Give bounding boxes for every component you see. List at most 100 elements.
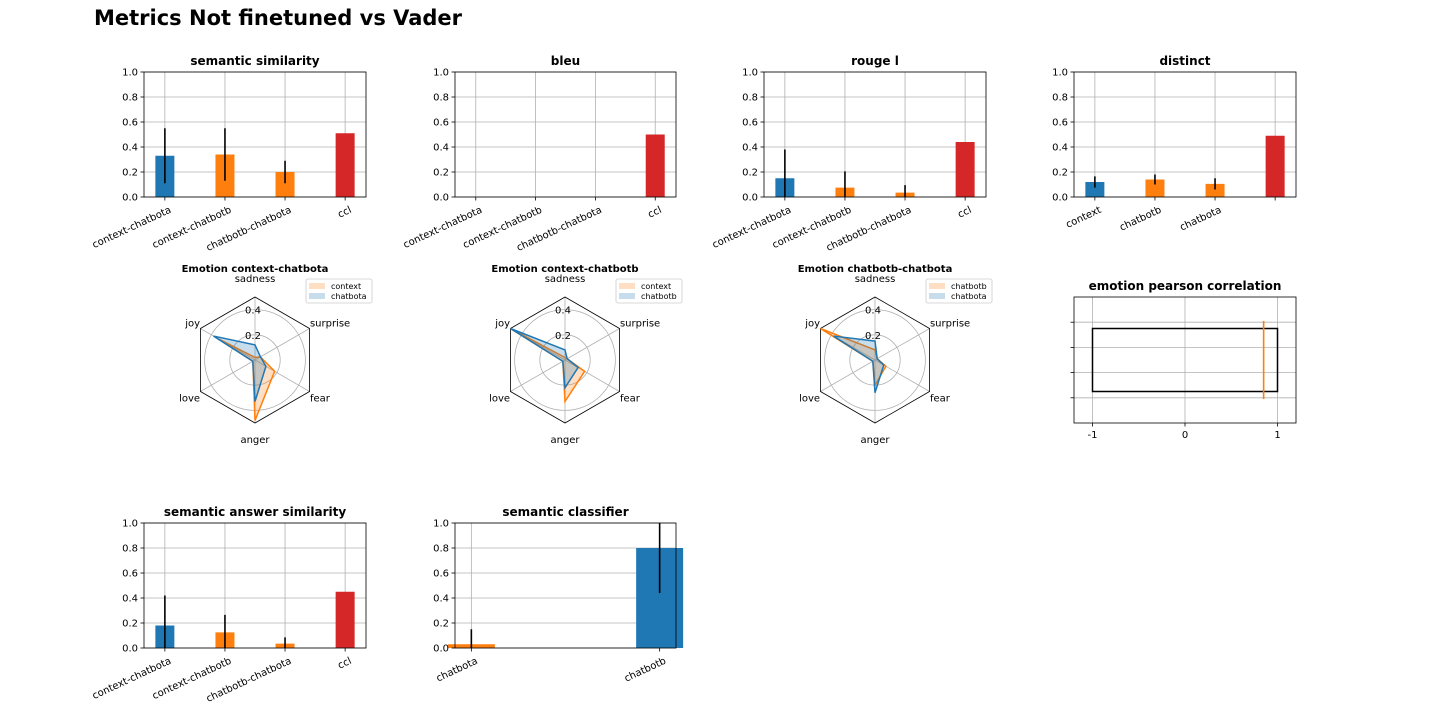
chart-emotion-pearson-correlation: -1 0 1 emotion pearson correlation xyxy=(1070,279,1297,441)
ytick-label: 1.0 xyxy=(122,519,138,530)
radar-axis-label: sadness xyxy=(235,274,276,285)
radar-line-chatbotb xyxy=(510,327,580,390)
legend-swatch xyxy=(309,293,325,299)
legend-swatch xyxy=(619,283,635,289)
axes-frame xyxy=(143,522,367,649)
legend-swatch xyxy=(309,283,325,289)
ytick-label: 0.0 xyxy=(433,644,449,655)
radar-area-chatbota xyxy=(833,336,884,393)
radar-area-context xyxy=(510,328,585,402)
ytick-label: 0.2 xyxy=(433,619,449,630)
radar-axis-label: fear xyxy=(620,394,641,405)
ytick-label: 0.4 xyxy=(1052,143,1068,154)
ytick-label: 0.6 xyxy=(433,118,449,129)
radar-rtick-label: 0.2 xyxy=(555,331,571,342)
axes-frame xyxy=(454,71,677,198)
ytick-label: 0.2 xyxy=(433,168,449,179)
radar-area-chatbota xyxy=(213,336,266,402)
ytick-label: 0.8 xyxy=(742,93,758,104)
chart-title: Emotion context-chatbotb xyxy=(491,264,638,275)
axes-frame xyxy=(1073,71,1297,198)
chart-semantic-similarity: 0.00.20.40.60.81.0context-chatbotacontex… xyxy=(91,54,367,254)
chart-title: distinct xyxy=(1159,54,1210,68)
axes-frame xyxy=(763,71,987,198)
radar-area-context xyxy=(218,339,275,421)
legend-label: chatbota xyxy=(331,292,367,301)
legend-frame xyxy=(305,278,373,304)
ytick-label: 0.0 xyxy=(433,193,449,204)
radar-area-chatbotb xyxy=(820,328,886,386)
ytick-label: 0.0 xyxy=(122,193,138,204)
ytick-label: 0.2 xyxy=(122,619,138,630)
xtick-label: ccl xyxy=(646,205,663,221)
chart-rouge-l: 0.00.20.40.60.81.0context-chatbotacontex… xyxy=(711,54,987,254)
bar xyxy=(1145,179,1165,197)
radar-spoke xyxy=(874,328,930,361)
radar-axis-label: sadness xyxy=(855,274,896,285)
chart-panels: 0.00.20.40.60.81.0context-chatbotacontex… xyxy=(91,54,1297,705)
legend-label: context xyxy=(331,282,361,291)
bar xyxy=(955,142,975,197)
legend-swatch xyxy=(929,293,945,299)
bar xyxy=(335,591,355,648)
ytick-label: 1.0 xyxy=(433,68,449,79)
legend-label: chatbota xyxy=(951,292,987,301)
ytick-label: 0.6 xyxy=(122,118,138,129)
bar xyxy=(645,134,665,197)
ytick-label: 0.0 xyxy=(742,193,758,204)
xtick-label: chatbota xyxy=(435,656,480,685)
chart-distinct: 0.0 0.2 0.4 0.6 0.8 1.0 context chatbotb chatbot… xyxy=(1052,54,1297,234)
radar-area-chatbotb xyxy=(510,328,579,388)
radar-axis-label: sadness xyxy=(545,274,586,285)
legend-frame xyxy=(615,278,683,304)
radar-spoke xyxy=(200,359,256,392)
radar-spoke xyxy=(564,328,620,361)
legend-frame xyxy=(925,278,993,304)
radar-line-chatbota xyxy=(833,335,885,393)
radar-rtick-label: 0.4 xyxy=(555,306,571,317)
radar-spoke xyxy=(820,359,876,392)
radar-axis-label: joy xyxy=(804,319,820,330)
ytick-label: 0.8 xyxy=(433,93,449,104)
ytick-label: 0.6 xyxy=(1052,118,1068,129)
radar-rtick-label: 0.2 xyxy=(865,331,881,342)
legend-label: context xyxy=(641,282,671,291)
radar-axis-label: surprise xyxy=(620,319,660,330)
ytick-label: 0.8 xyxy=(122,93,138,104)
ytick-label: 0.2 xyxy=(1052,168,1068,179)
radar-rtick-label: 0.2 xyxy=(245,331,261,342)
xtick-label: chatbota xyxy=(1178,205,1223,234)
radar-axis-label: love xyxy=(179,394,200,405)
xtick-label: ccl xyxy=(336,656,353,672)
figure-title: Metrics Not finetuned vs Vader xyxy=(94,6,463,30)
radar-axis-label: joy xyxy=(494,319,510,330)
radar-spoke xyxy=(510,359,566,392)
axes-frame xyxy=(143,71,367,198)
axes-frame xyxy=(454,522,677,649)
ytick-label: 0.8 xyxy=(1052,93,1068,104)
radar-axis-label: fear xyxy=(310,394,331,405)
ytick-label: 0.4 xyxy=(433,143,449,154)
chart-title: Emotion chatbotb-chatbota xyxy=(798,264,953,275)
ytick-label: 0.0 xyxy=(122,644,138,655)
ytick-label: 1.0 xyxy=(122,68,138,79)
chart-emotion-context-chatbotb: 0.2 0.4 sadness surprise fear anger love joy Emo… xyxy=(489,264,683,446)
ytick-label: 1.0 xyxy=(742,68,758,79)
legend-swatch xyxy=(619,293,635,299)
ytick-label: 1.0 xyxy=(433,519,449,530)
ytick-label: 0.6 xyxy=(122,569,138,580)
chart-bleu: 0.00.20.40.60.81.0context-chatbotacontex… xyxy=(402,54,677,254)
chart-title: Emotion context-chatbota xyxy=(182,264,329,275)
radar-axis-label: love xyxy=(799,394,820,405)
xtick-label: 1 xyxy=(1274,430,1280,441)
radar-axis-label: anger xyxy=(550,435,580,446)
bar xyxy=(335,133,355,197)
chart-emotion-chatbotb-chatbota: 0.2 0.4 sadness surprise fear anger love joy Emo… xyxy=(798,264,993,446)
chart-semantic-classifier: 0.0 0.2 0.4 0.6 0.8 1.0 chatbota chatbotb semant… xyxy=(433,505,684,685)
radar-axis-label: surprise xyxy=(930,319,970,330)
chart-title: bleu xyxy=(551,54,580,68)
legend-label: chatbotb xyxy=(951,282,987,291)
ytick-label: 0.2 xyxy=(742,168,758,179)
